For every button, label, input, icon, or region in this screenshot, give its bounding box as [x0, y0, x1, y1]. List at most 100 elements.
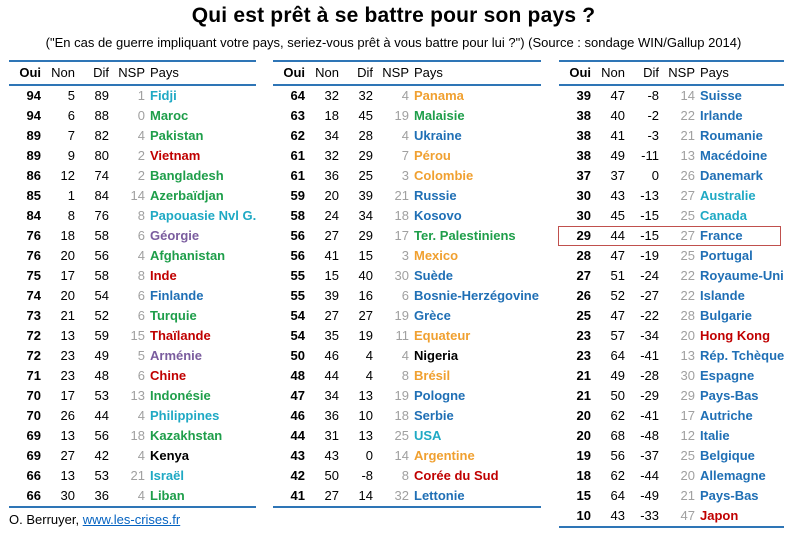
source-link[interactable]: www.les-crises.fr [82, 512, 181, 527]
cell-dif: 59 [94, 328, 109, 343]
cell-dif: 4 [365, 368, 373, 383]
cell-pays: Ukraine [414, 128, 462, 143]
cell-dif: -27 [640, 288, 659, 303]
cell-non: 49 [610, 368, 625, 383]
cell-non: 50 [610, 388, 625, 403]
table-row: 59 20 39 21 Russie [273, 186, 541, 206]
table-row: 94 6 88 0 Maroc [9, 106, 256, 126]
table-row: 37 37 0 26 Danemark [559, 166, 784, 186]
cell-oui: 70 [26, 388, 41, 403]
cell-nsp: 4 [137, 488, 145, 503]
cell-pays: Italie [700, 428, 730, 443]
col-header-non: Non [601, 65, 625, 80]
cell-oui: 89 [26, 148, 41, 163]
cell-oui: 69 [26, 448, 41, 463]
table-row: 61 32 29 7 Pérou [273, 146, 541, 166]
cell-dif: 36 [94, 488, 109, 503]
cell-non: 5 [67, 88, 75, 103]
cell-nsp: 11 [395, 328, 410, 343]
cell-nsp: 22 [680, 288, 695, 303]
cell-oui: 66 [26, 488, 41, 503]
cell-dif: -48 [640, 428, 659, 443]
table-row: 15 64 -49 21 Pays-Bas [559, 486, 784, 506]
cell-oui: 54 [290, 328, 305, 343]
cell-pays: Roumanie [700, 128, 763, 143]
cell-pays: Bosnie-Herzégovine [414, 288, 539, 303]
table-row: 28 47 -19 25 Portugal [559, 246, 784, 266]
cell-oui: 25 [576, 308, 591, 323]
table-row: 19 56 -37 25 Belgique [559, 446, 784, 466]
cell-non: 27 [324, 308, 339, 323]
cell-oui: 29 [576, 228, 591, 243]
cell-non: 24 [324, 208, 339, 223]
cell-nsp: 2 [137, 148, 145, 163]
cell-non: 13 [60, 328, 75, 343]
cell-nsp: 29 [680, 388, 695, 403]
col-header-non: Non [51, 65, 75, 80]
table-row: 20 62 -41 17 Autriche [559, 406, 784, 426]
cell-nsp: 2 [137, 168, 145, 183]
cell-pays: Fidji [150, 88, 177, 103]
cell-pays: Papouasie Nvl G. [150, 208, 257, 223]
cell-nsp: 25 [394, 428, 409, 443]
cell-nsp: 14 [130, 188, 145, 203]
cell-nsp: 1 [137, 88, 145, 103]
cell-pays: Kenya [150, 448, 190, 463]
cell-non: 36 [324, 408, 339, 423]
cell-dif: -15 [640, 208, 659, 223]
cell-pays: Russie [414, 188, 457, 203]
cell-pays: Inde [150, 268, 177, 283]
table-row: 75 17 58 8 Inde [9, 266, 256, 286]
data-table: Oui Non Dif NSP Pays 64 32 32 4 Panama 63 18 45… [273, 60, 541, 508]
cell-pays: Royaume-Uni [700, 268, 784, 283]
cell-oui: 38 [576, 148, 591, 163]
cell-pays: Suède [414, 268, 454, 283]
cell-non: 51 [610, 268, 625, 283]
cell-nsp: 18 [130, 428, 145, 443]
cell-non: 1 [67, 188, 75, 203]
cell-pays: Pakistan [150, 128, 204, 143]
cell-dif: -34 [640, 328, 659, 343]
table-row: 30 43 -13 27 Australie [559, 186, 784, 206]
cell-non: 17 [60, 388, 75, 403]
table-row: 44 31 13 25 USA [273, 426, 541, 446]
cell-oui: 37 [576, 168, 591, 183]
cell-oui: 66 [26, 468, 41, 483]
cell-pays: Mexico [414, 248, 459, 263]
cell-non: 56 [610, 448, 625, 463]
cell-pays: Colombie [414, 168, 474, 183]
cell-dif: 25 [358, 168, 373, 183]
cell-pays: Ter. Palestiniens [414, 228, 516, 243]
cell-dif: -8 [647, 88, 659, 103]
col-header-dif: Dif [643, 65, 659, 80]
table-row: 38 40 -2 22 Irlande [559, 106, 784, 126]
cell-dif: 27 [358, 308, 373, 323]
cell-dif: 40 [358, 268, 373, 283]
cell-dif: 89 [94, 88, 109, 103]
cell-non: 30 [60, 488, 75, 503]
cell-oui: 56 [290, 248, 305, 263]
cell-oui: 47 [290, 388, 305, 403]
cell-pays: Suisse [700, 88, 742, 103]
cell-oui: 62 [290, 128, 305, 143]
cell-oui: 58 [290, 208, 305, 223]
cell-pays: Australie [700, 188, 756, 203]
cell-pays: Belgique [700, 448, 755, 463]
cell-dif: 34 [358, 208, 373, 223]
cell-pays: Equateur [414, 328, 471, 343]
cell-non: 9 [67, 148, 75, 163]
cell-nsp: 19 [394, 388, 409, 403]
table-row: 27 51 -24 22 Royaume-Uni [559, 266, 784, 286]
cell-dif: 32 [358, 88, 373, 103]
table-row: 23 64 -41 13 Rép. Tchèque [559, 346, 785, 366]
cell-oui: 86 [26, 168, 41, 183]
cell-pays: Lettonie [414, 488, 465, 503]
cell-nsp: 6 [401, 288, 409, 303]
cell-dif: -49 [640, 488, 659, 503]
table-row: 70 26 44 4 Philippines [9, 406, 256, 426]
table-row: 72 23 49 5 Arménie [9, 346, 256, 366]
cell-oui: 61 [290, 148, 305, 163]
cell-pays: Pérou [414, 148, 451, 163]
table-row: 25 47 -22 28 Bulgarie [559, 306, 784, 326]
cell-dif: -33 [640, 508, 659, 523]
